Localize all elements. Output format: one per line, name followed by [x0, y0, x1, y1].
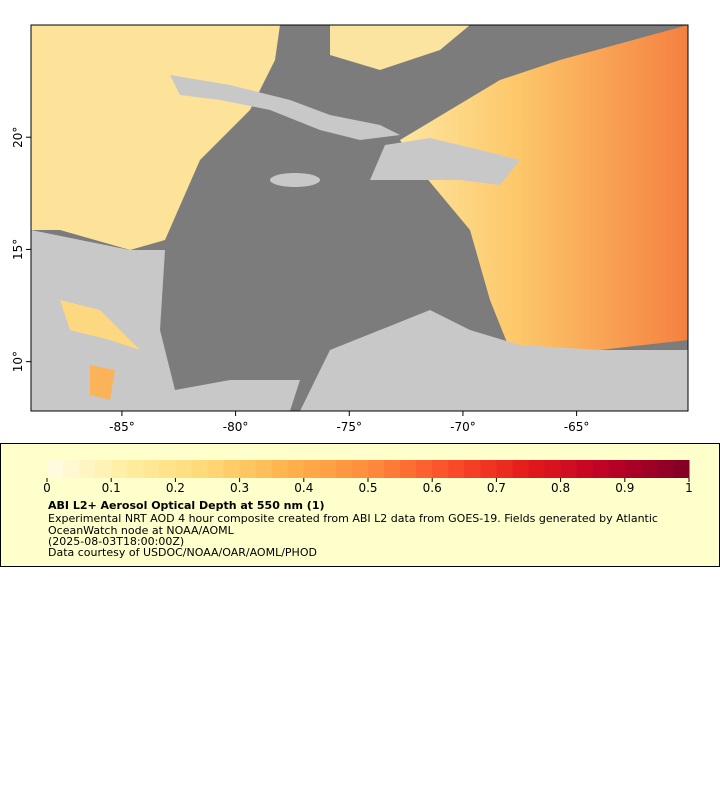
colorbar-step: [303, 460, 321, 478]
colorbar-step: [143, 460, 160, 478]
x-tick-label: -75°: [336, 420, 362, 434]
colorbar-tick-label: 0: [43, 481, 51, 495]
colorbar-step: [560, 460, 578, 478]
colorbar-step: [368, 460, 385, 478]
colorbar-step: [480, 460, 497, 478]
map: [30, 24, 689, 412]
colorbar-step: [335, 460, 353, 478]
colorbar-tick-label: 0.2: [166, 481, 185, 495]
land-jamaica: [270, 173, 320, 187]
colorbar-step: [351, 460, 369, 478]
x-tick-label: -80°: [223, 420, 249, 434]
colorbar-step: [640, 460, 658, 478]
colorbar-step: [416, 460, 433, 478]
colorbar-step: [656, 460, 674, 478]
colorbar-step: [47, 460, 64, 478]
colorbar-step: [608, 460, 626, 478]
colorbar-step: [384, 460, 401, 478]
colorbar-step: [672, 460, 690, 478]
x-tick-label: -65°: [564, 420, 590, 434]
aerosol-pacific: [60, 300, 140, 350]
colorbar-step: [239, 460, 257, 478]
colorbar-step: [512, 460, 529, 478]
colorbar-step: [528, 460, 546, 478]
y-tick-label: 20°: [11, 127, 25, 148]
legend-description: Experimental NRT AOD 4 hour composite cr…: [48, 512, 658, 537]
land-central-america: [31, 230, 300, 411]
colorbar-tick-label: 0.4: [294, 481, 313, 495]
colorbar-step: [95, 460, 112, 478]
colorbar: 0 0.1 0.2 0.3 0.4 0.5 0.6 0.7 0.8 0.9 1: [43, 460, 693, 495]
colorbar-step: [207, 460, 225, 478]
map-frame: [30, 24, 689, 412]
colorbar-step: [592, 460, 610, 478]
colorbar-step: [432, 460, 449, 478]
colorbar-step: [271, 460, 289, 478]
colorbar-step: [400, 460, 417, 478]
colorbar-tick-label: 0.3: [230, 481, 249, 495]
land-hispaniola: [370, 138, 520, 185]
colorbar-tick-label: 0.1: [102, 481, 121, 495]
aerosol-pacific: [90, 365, 115, 400]
legend-credit: Data courtesy of USDOC/NOAA/OAR/AOML/PHO…: [48, 546, 317, 559]
colorbar-tick-label: 0.5: [358, 481, 377, 495]
colorbar-step: [79, 460, 96, 478]
colorbar-step: [287, 460, 305, 478]
land-cuba: [170, 75, 400, 140]
legend-time: (2025-08-03T18:00:00Z): [48, 535, 185, 548]
colorbar-step: [496, 460, 513, 478]
colorbar-step: [127, 460, 144, 478]
x-tick-label: -70°: [450, 420, 476, 434]
land-south-america: [300, 310, 688, 411]
colorbar-step: [191, 460, 208, 478]
aerosol-north: [330, 25, 470, 70]
colorbar-step: [544, 460, 562, 478]
colorbar-step: [319, 460, 337, 478]
y-tick-label: 15°: [11, 239, 25, 260]
colorbar-tick-label: 0.8: [551, 481, 570, 495]
colorbar-step: [624, 460, 642, 478]
colorbar-step: [576, 460, 594, 478]
aerosol-east: [400, 25, 688, 350]
y-tick-label: 10°: [11, 351, 25, 372]
colorbar-step: [255, 460, 273, 478]
x-tick-label: -85°: [109, 420, 135, 434]
colorbar-step: [223, 460, 241, 478]
colorbar-step: [159, 460, 176, 478]
colorbar-step: [63, 460, 80, 478]
colorbar-step: [464, 460, 481, 478]
colorbar-tick-label: 0.7: [487, 481, 506, 495]
aerosol-north-west: [31, 25, 280, 250]
colorbar-tick-label: 0.6: [423, 481, 442, 495]
colorbar-step: [448, 460, 465, 478]
colorbar-tick-label: 0.9: [615, 481, 634, 495]
legend-title: ABI L2+ Aerosol Optical Depth at 550 nm …: [48, 499, 325, 512]
colorbar-step: [111, 460, 128, 478]
colorbar-step: [175, 460, 192, 478]
colorbar-tick-label: 1: [685, 481, 693, 495]
